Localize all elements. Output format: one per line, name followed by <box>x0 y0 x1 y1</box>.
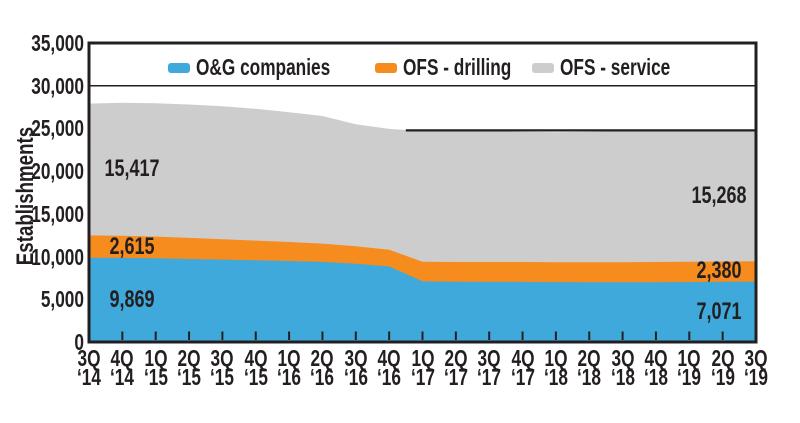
x-tick-year: ‘19 <box>710 364 735 390</box>
data-label-ofs-service-end: 15,268 <box>691 182 747 210</box>
x-tick-quarter: 2Q <box>177 345 201 371</box>
x-tick-quarter: 2Q <box>577 345 601 371</box>
x-tick-quarter: 3Q <box>210 345 234 371</box>
x-tick-quarter: 4Q <box>110 345 134 371</box>
x-tick-label: 4Q ‘15 <box>239 345 274 390</box>
x-tick-quarter: 1Q <box>677 345 701 371</box>
x-tick-year: ‘17 <box>510 364 535 390</box>
x-tick-year: ‘18 <box>577 364 602 390</box>
legend-swatch-og-companies <box>168 62 190 73</box>
x-tick-label: 3Q ‘16 <box>339 345 374 390</box>
x-tick-label: 1Q ‘16 <box>272 345 307 390</box>
x-tick-quarter: 3Q <box>344 345 368 371</box>
x-tick-quarter: 3Q <box>477 345 501 371</box>
x-tick-label: 2Q ‘19 <box>705 345 740 390</box>
x-tick-year: ‘17 <box>477 364 502 390</box>
y-tick-label: 10,000 <box>31 243 84 270</box>
data-label-og-companies-start: 9,869 <box>109 285 155 313</box>
x-tick-label: 2Q ‘17 <box>439 345 474 390</box>
x-tick-year: ‘18 <box>543 364 568 390</box>
x-tick-quarter: 2Q <box>444 345 468 371</box>
legend-item-og-companies: O&G companies <box>168 55 375 80</box>
legend-item-ofs-drilling: OFS - drilling <box>375 55 547 80</box>
x-tick-quarter: 3Q <box>77 345 101 371</box>
y-tick-label: 25,000 <box>31 115 84 142</box>
x-tick-year: ‘14 <box>110 364 135 390</box>
x-tick-quarter: 1Q <box>144 345 168 371</box>
x-tick-quarter: 4Q <box>244 345 268 371</box>
x-tick-label: 2Q ‘18 <box>572 345 607 390</box>
x-tick-year: ‘17 <box>410 364 435 390</box>
x-tick-year: ‘19 <box>677 364 702 390</box>
x-tick-year: ‘16 <box>277 364 302 390</box>
legend-swatch-ofs-drilling <box>375 62 397 73</box>
legend-label-og-companies: O&G companies <box>196 54 331 80</box>
x-tick-year: ‘18 <box>610 364 635 390</box>
x-tick-year: ‘14 <box>77 364 101 390</box>
x-tick-label: 2Q ‘16 <box>305 345 340 390</box>
x-tick-quarter: 3Q <box>611 345 635 371</box>
y-tick-label: 0 <box>74 329 84 355</box>
x-tick-year: ‘15 <box>177 364 202 390</box>
legend-label-ofs-service: OFS - service <box>560 54 671 80</box>
x-tick-year: ‘15 <box>243 364 268 390</box>
legend-label-ofs-drilling: OFS - drilling <box>403 54 512 80</box>
x-tick-quarter: 1Q <box>544 345 568 371</box>
x-tick-year: ‘19 <box>744 364 768 390</box>
x-tick-label: 3Q ‘17 <box>472 345 507 390</box>
x-tick-year: ‘17 <box>443 364 468 390</box>
x-tick-label: 4Q ‘14 <box>105 345 140 390</box>
data-label-ofs-drilling-end: 2,380 <box>696 257 742 285</box>
x-tick-quarter: 3Q <box>744 345 768 371</box>
x-tick-year: ‘16 <box>377 364 402 390</box>
x-tick-quarter: 4Q <box>377 345 401 371</box>
x-tick-label: 2Q ‘15 <box>172 345 207 390</box>
legend-item-ofs-service: OFS - service <box>532 55 707 80</box>
x-tick-year: ‘15 <box>143 364 168 390</box>
x-tick-label: 1Q ‘19 <box>672 345 707 390</box>
x-tick-year: ‘16 <box>343 364 368 390</box>
area-og-companies <box>89 257 756 342</box>
y-tick-label: 15,000 <box>31 200 84 227</box>
y-tick-label: 35,000 <box>31 30 84 56</box>
x-tick-label: 1Q ‘17 <box>405 345 440 390</box>
x-tick-label: 3Q ‘14 <box>72 345 107 390</box>
x-tick-quarter: 4Q <box>644 345 668 371</box>
y-tick-label: 20,000 <box>31 158 84 185</box>
data-label-og-companies-end: 7,071 <box>696 297 742 325</box>
x-tick-quarter: 2Q <box>711 345 735 371</box>
x-tick-quarter: 2Q <box>310 345 334 371</box>
y-tick-label: 5,000 <box>40 286 84 313</box>
x-tick-label: 3Q ‘18 <box>605 345 640 390</box>
x-tick-year: ‘15 <box>210 364 235 390</box>
x-tick-label: 3Q ‘19 <box>739 345 774 390</box>
y-tick-label: 30,000 <box>31 72 84 99</box>
data-label-ofs-drilling-start: 2,615 <box>109 232 155 260</box>
plot-border <box>87 41 758 344</box>
x-tick-label: 3Q ‘15 <box>205 345 240 390</box>
data-label-ofs-service-start: 15,417 <box>104 155 160 183</box>
x-tick-year: ‘18 <box>643 364 668 390</box>
x-tick-label: 1Q ‘15 <box>138 345 173 390</box>
x-tick-quarter: 1Q <box>277 345 301 371</box>
x-tick-label: 4Q ‘16 <box>372 345 407 390</box>
x-tick-quarter: 1Q <box>410 345 435 371</box>
x-tick-label: 4Q ‘17 <box>505 345 540 390</box>
x-tick-year: ‘16 <box>310 364 335 390</box>
x-tick-label: 4Q ‘18 <box>639 345 674 390</box>
x-tick-quarter: 4Q <box>511 345 535 371</box>
legend-swatch-ofs-service <box>532 62 554 73</box>
x-tick-label: 1Q ‘18 <box>539 345 574 390</box>
